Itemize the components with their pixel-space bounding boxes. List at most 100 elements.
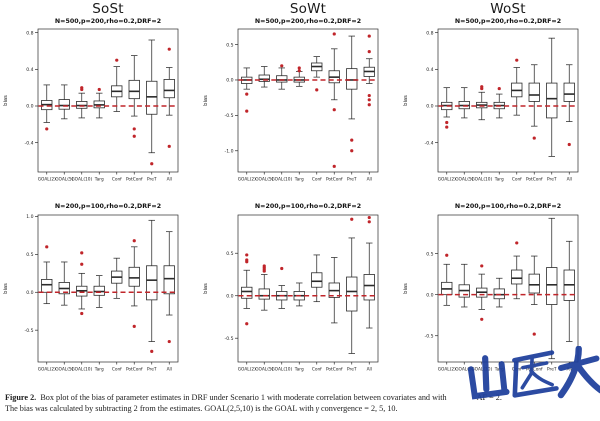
boxplot-svg: 0.8 0.4 0.0 -0.4 bias GOAL(2) GOAL(5)GOAL(10) T… <box>403 28 579 183</box>
outlier-dot <box>297 66 301 70</box>
box-group <box>328 32 340 168</box>
box-group <box>241 253 253 326</box>
box-group <box>146 39 158 166</box>
caption-line1-end: AF = 2. <box>476 393 502 402</box>
y-tick-label: 0.0 <box>426 292 433 298</box>
box-group <box>476 264 488 321</box>
box-group <box>41 245 53 305</box>
outlier-dot <box>97 87 101 92</box>
x-category-label: Targ <box>94 177 104 183</box>
box <box>258 288 270 300</box>
x-category-label: PotConf <box>326 367 343 373</box>
panel-sowt-n200: N=200,p=100,rho=0.2,DRF=2 0.5 0.0 -0.5 bias… <box>200 199 400 387</box>
box-group <box>111 58 123 112</box>
outlier-dot <box>367 220 371 224</box>
outlier-dot <box>332 108 336 112</box>
box-group <box>41 84 53 131</box>
y-tick-label: -0.4 <box>25 140 34 146</box>
outlier-dot <box>480 264 484 268</box>
x-category-label: All <box>367 177 372 183</box>
box <box>493 288 505 300</box>
box-group <box>546 217 558 360</box>
box <box>563 82 575 102</box>
box-group <box>346 217 358 354</box>
outlier-dot <box>115 58 119 62</box>
box-group <box>111 257 123 299</box>
x-category-label: GOAL(2) <box>38 177 56 183</box>
y-tick-label: 0.5 <box>226 251 233 257</box>
figure-label: Figure 2. <box>5 393 37 402</box>
box <box>258 74 270 82</box>
x-category-label: All <box>567 367 572 373</box>
box-group <box>76 251 88 316</box>
box-group <box>163 47 175 148</box>
boxplot-svg: 0.5 0.0 -0.5 -1.0 bias GOAL(2) GOAL(5)GOAL(10)… <box>203 28 379 183</box>
y-tick-label: 0.8 <box>26 30 33 36</box>
box-group <box>528 64 540 140</box>
panel-subtitle: N=500,p=200,rho=0.2,DRF=2 <box>254 18 362 25</box>
outlier-dot <box>532 332 536 336</box>
boxplot-grid-row-2: N=200,p=100,rho=0.2,DRF=2 1.0 0.5 0.0 -0.5 b… <box>0 199 600 387</box>
y-tick-label: -0.5 <box>425 333 434 339</box>
y-axis-label: bias <box>203 95 209 106</box>
box-group <box>258 264 270 311</box>
y-tick-label: 0.0 <box>26 290 33 296</box>
boxplot-svg: 0.8 0.4 0.0 -0.4 bias GOAL(2) GOAL(5)GOAL(10) T… <box>3 28 179 183</box>
y-axis-label: bias <box>403 283 409 294</box>
x-category-label: Conf <box>512 177 522 183</box>
panel-wost-n500: WoSt N=500,p=200,rho=0.2,DRF=2 0.8 0.4 0.0… <box>400 2 600 197</box>
box-group <box>311 254 323 303</box>
x-category-label: GOAL(10) <box>71 177 92 183</box>
box-group <box>363 34 375 107</box>
box <box>163 79 175 99</box>
box-group <box>563 240 575 342</box>
x-category-label: PotConf <box>326 177 343 183</box>
box <box>546 82 558 119</box>
y-tick-label: 0.4 <box>26 67 33 73</box>
boxplot-svg: 1.0 0.5 0.0 -0.5 bias GOAL(2) GOAL(5)GOAL(10) T… <box>3 214 179 373</box>
x-category-label: PotConf <box>526 367 543 373</box>
outlier-dot <box>132 239 136 243</box>
x-category-label: Targ <box>94 367 104 373</box>
box <box>163 265 175 295</box>
caption-line1-start: Box plot of the bias of parameter estima… <box>40 393 447 402</box>
x-category-label: GOAL(5) <box>455 367 473 373</box>
plot-border <box>237 28 379 173</box>
y-tick-label: 0.4 <box>426 67 433 73</box>
box-group <box>563 64 575 147</box>
outlier-dot <box>332 32 336 36</box>
panel-sost-n200: N=200,p=100,rho=0.2,DRF=2 1.0 0.5 0.0 -0.5 b… <box>0 199 200 387</box>
outlier-dot <box>350 138 354 142</box>
y-axis-label: bias <box>3 95 9 106</box>
outlier-dot <box>497 86 501 91</box>
outlier-dot <box>262 269 266 273</box>
y-axis-label: bias <box>3 283 9 294</box>
outlier-dot <box>445 125 449 129</box>
outlier-dot <box>132 324 136 328</box>
box-group <box>546 37 558 157</box>
outlier-dot <box>80 311 84 316</box>
box <box>128 266 140 287</box>
x-category-label: PreT <box>347 367 357 373</box>
y-tick-label: 0.0 <box>226 293 233 299</box>
panel-subtitle: N=200,p=100,rho=0.2,DRF=2 <box>454 203 562 210</box>
box-group <box>58 261 70 306</box>
y-tick-label: 1.0 <box>26 214 33 220</box>
box <box>146 265 158 301</box>
outlier-dot <box>280 64 284 68</box>
x-category-label: Conf <box>512 367 522 373</box>
outlier-dot <box>245 260 249 264</box>
x-category-label: GOAL(10) <box>271 177 292 183</box>
x-category-label: GOAL(10) <box>71 367 92 373</box>
box-group <box>276 64 288 90</box>
box <box>241 286 253 299</box>
x-category-label: GOAL(5) <box>255 177 273 183</box>
panel-sowt-n500: SoWt N=500,p=200,rho=0.2,DRF=2 0.5 0.0 -0.… <box>200 2 400 197</box>
box-group <box>128 239 140 328</box>
y-tick-label: -0.5 <box>225 336 234 342</box>
x-category-label: GOAL(5) <box>55 177 73 183</box>
box <box>528 82 540 102</box>
x-category-label: GOAL(5) <box>255 367 273 373</box>
panel-title: SoSt <box>92 1 124 17</box>
